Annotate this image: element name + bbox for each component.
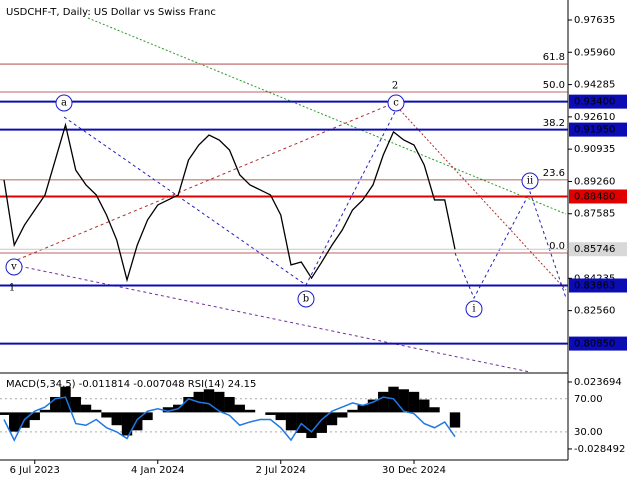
y-tick-label: 0.89260 [574, 176, 615, 187]
level-box [569, 94, 627, 109]
macd-bar [234, 404, 245, 413]
wave-label: a [61, 98, 67, 109]
level-box [569, 278, 627, 293]
y-tick-label: 0.90935 [574, 144, 615, 155]
level-label: 0.80850 [574, 339, 615, 350]
macd-bar [0, 412, 10, 415]
wave-circle [521, 172, 539, 190]
macd-bar [101, 412, 112, 418]
wave-circle [55, 94, 73, 112]
y-tick-label: 0.92610 [574, 112, 615, 123]
macd-bar [275, 412, 286, 421]
macd-bar [60, 386, 71, 413]
x-tick-label: 30 Dec 2024 [382, 465, 446, 476]
wave-label: 1 [9, 283, 15, 294]
macd-bar [429, 407, 440, 413]
macd-tick-label: 0.023694 [574, 377, 622, 388]
wave-label: 2 [392, 81, 398, 92]
wave-circle [5, 258, 23, 276]
level-label: 0.88480 [574, 191, 615, 202]
last-price-label: 0.85746 [574, 244, 615, 255]
fib-label: 23.6 [543, 168, 565, 179]
x-tick-label: 6 Jul 2023 [10, 465, 60, 476]
macd-bar [224, 396, 235, 413]
macd-tick-label: -0.028492 [574, 444, 625, 455]
last-price-box [569, 242, 627, 257]
macd-bar [347, 409, 358, 413]
level-box [569, 122, 627, 137]
macd-bar [142, 412, 153, 421]
macd-bar [80, 404, 92, 413]
wave-projection [454, 190, 567, 300]
macd-bar [316, 412, 327, 433]
wave-label: b [303, 294, 309, 305]
macd-bar [419, 399, 430, 413]
y-tick-label: 0.95960 [574, 47, 615, 58]
macd-bar [132, 412, 143, 431]
level-label: 0.91950 [574, 125, 615, 136]
trend-line [399, 109, 567, 291]
fib-label: 61.8 [543, 52, 565, 63]
y-tick-label: 0.82560 [574, 306, 615, 317]
wave-label: v [10, 262, 17, 273]
macd-bar [337, 412, 348, 418]
macd-bar [183, 396, 194, 413]
chart-title: USDCHF-T, Daily: US Dollar vs Swiss Fran… [6, 7, 216, 18]
rsi-line [3, 396, 456, 442]
wave-circle [297, 290, 315, 308]
macd-bar [367, 399, 379, 413]
trend-line [13, 264, 531, 373]
macd-bar [39, 409, 51, 413]
fib-label: 50.0 [543, 80, 565, 91]
macd-bar [285, 412, 297, 431]
macd-bar [244, 409, 256, 413]
rsi-tick-label: 30.00 [574, 427, 603, 438]
macd-bar [357, 404, 368, 413]
indicator-title: MACD(5,34,5) -0.011814 -0.007048 RSI(14)… [6, 379, 256, 390]
x-tick-label: 2 Jul 2024 [256, 465, 306, 476]
macd-bar [449, 412, 461, 428]
y-tick-label: 0.97635 [574, 15, 615, 26]
y-tick-label: 0.87585 [574, 209, 615, 220]
macd-bar [70, 396, 81, 413]
macd-bar [378, 391, 389, 413]
level-label: 0.83863 [574, 281, 615, 292]
wave-label: i [472, 304, 475, 315]
wave-circle [465, 300, 483, 318]
wave-label: ii [527, 176, 533, 187]
macd-bar [306, 412, 317, 439]
macd-bar [326, 412, 338, 426]
macd-bar [162, 407, 174, 413]
macd-bar [121, 412, 133, 436]
macd-bar [265, 412, 276, 415]
wave-circle [387, 94, 405, 112]
macd-bar [29, 412, 40, 421]
x-tick-label: 4 Jan 2024 [131, 465, 185, 476]
fib-label: 0.0 [549, 241, 565, 252]
macd-bar [111, 412, 122, 426]
wave-label: c [393, 98, 399, 109]
price-line [3, 122, 456, 283]
level-box [569, 189, 627, 204]
level-label: 0.93400 [574, 97, 615, 108]
macd-bar [296, 412, 307, 433]
fib-label: 38.2 [543, 118, 565, 129]
rsi-tick-label: 70.00 [574, 394, 603, 405]
macd-bar [91, 409, 102, 413]
macd-bar [408, 391, 420, 413]
y-tick-label: 0.94285 [574, 80, 615, 91]
macd-bar [203, 389, 215, 413]
macd-bar [214, 391, 225, 413]
level-box [569, 336, 627, 351]
macd-bar [398, 389, 409, 413]
macd-bar [9, 412, 20, 432]
macd-bar [50, 396, 61, 413]
